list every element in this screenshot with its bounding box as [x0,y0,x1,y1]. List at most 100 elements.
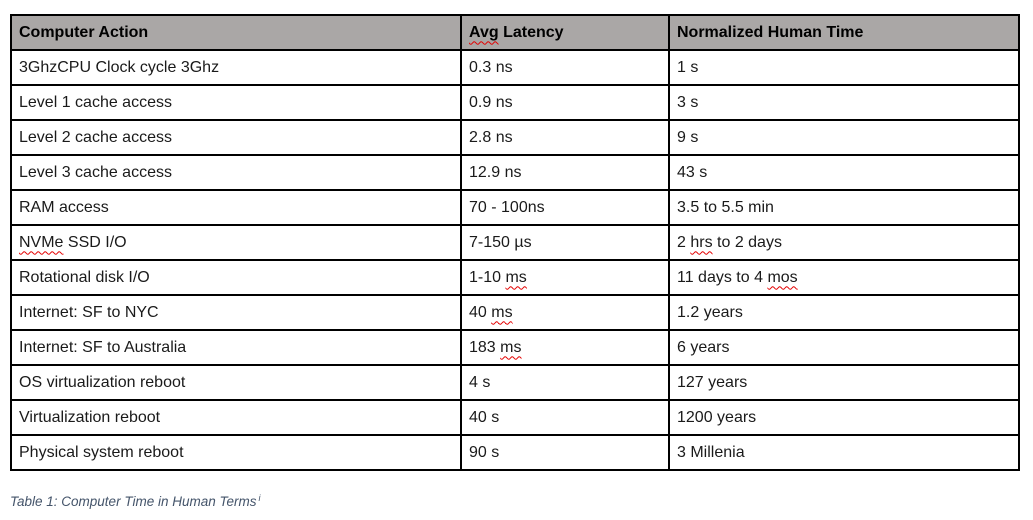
cell-text: 43 s [677,163,708,181]
cell-text: 2 [677,233,691,251]
table-body: 3GhzCPU Clock cycle 3Ghz 0.3 ns 1 s Level 1… [10,49,1020,471]
table-cell: 1.2 years [668,294,1020,331]
misspelled-word: mos [767,268,798,286]
cell-text: 3 s [677,93,699,111]
cell-text: 4 s [469,373,491,391]
table-cell: 2.8 ns [460,119,670,156]
table-cell: 1 s [668,49,1020,86]
table-cell: 90 s [460,434,670,471]
table-cell: 1-10 ms [460,259,670,296]
table-cell: 11 days to 4 mos [668,259,1020,296]
table-cell: Rotational disk I/O [10,259,462,296]
table-row: 3GhzCPU Clock cycle 3Ghz 0.3 ns 1 s [10,49,1020,86]
table-cell: OS virtualization reboot [10,364,462,401]
cell-text: Level 1 cache access [19,93,172,111]
table-cell: 3.5 to 5.5 min [668,189,1020,226]
table-row: Physical system reboot 90 s 3 Millenia [10,434,1020,471]
cell-text: 1.2 years [677,303,743,321]
table-cell: 6 years [668,329,1020,366]
table-cell: Level 3 cache access [10,154,462,191]
cell-text: Internet: SF to NYC [19,303,159,321]
table-cell: 3GhzCPU Clock cycle 3Ghz [10,49,462,86]
table-row: Internet: SF to NYC 40 ms 1.2 years [10,294,1020,331]
cell-text: to 2 days [712,233,782,251]
table-row: Internet: SF to Australia 183 ms 6 years [10,329,1020,366]
caption-endnote-ref: i [258,492,261,503]
table-row: NVMe SSD I/O 7-150 µs 2 hrs to 2 days [10,224,1020,261]
misspelled-word: ms [505,268,527,286]
table-cell: NVMe SSD I/O [10,224,462,261]
cell-text: Virtualization reboot [19,408,161,426]
table-cell: 12.9 ns [460,154,670,191]
cell-text: 6 years [677,338,730,356]
table-cell: 43 s [668,154,1020,191]
table-row: Level 3 cache access 12.9 ns 43 s [10,154,1020,191]
column-header: Computer Action [10,14,462,51]
table-cell: Internet: SF to Australia [10,329,462,366]
table-cell: Internet: SF to NYC [10,294,462,331]
misspelled-word: hrs [690,233,713,251]
table-row: Virtualization reboot 40 s 1200 years [10,399,1020,436]
cell-text: 40 s [469,408,500,426]
table-row: Level 2 cache access 2.8 ns 9 s [10,119,1020,156]
misspelled-word: ms [491,303,513,321]
cell-text: 0.3 ns [469,58,513,76]
table-cell: 0.3 ns [460,49,670,86]
table-cell: 9 s [668,119,1020,156]
table-cell: 7-150 µs [460,224,670,261]
cell-text: Physical system reboot [19,443,184,461]
table-cell: RAM access [10,189,462,226]
cell-text: 0.9 ns [469,93,513,111]
table-cell: Physical system reboot [10,434,462,471]
cell-text: 70 - 100ns [469,198,545,216]
cell-text: Normalized Human Time [677,23,864,41]
table-cell: Virtualization reboot [10,399,462,436]
misspelled-word: ms [500,338,522,356]
cell-text: 3 Millenia [677,443,745,461]
table-cell: Level 1 cache access [10,84,462,121]
cell-text: Rotational disk I/O [19,268,150,286]
misspelled-word: Avg [469,23,499,41]
cell-text: Latency [498,23,564,41]
cell-text: 9 s [677,128,699,146]
cell-text: OS virtualization reboot [19,373,186,391]
table-caption: Table 1: Computer Time in Human Terms i [10,492,261,509]
table-row: OS virtualization reboot 4 s 127 years [10,364,1020,401]
cell-text: 90 s [469,443,500,461]
cell-text: 12.9 ns [469,163,522,181]
table-row: Rotational disk I/O 1-10 ms 11 days to 4 m… [10,259,1020,296]
table-cell: Level 2 cache access [10,119,462,156]
cell-text: 127 years [677,373,748,391]
cell-text: Internet: SF to Australia [19,338,187,356]
cell-text: 3.5 to 5.5 min [677,198,774,216]
table-cell: 40 s [460,399,670,436]
cell-text: Computer Action [19,23,149,41]
misspelled-word: NVMe [19,233,64,251]
cell-text: 183 [469,338,501,356]
table-row: RAM access 70 - 100ns 3.5 to 5.5 min [10,189,1020,226]
cell-text: 1 s [677,58,699,76]
cell-text: Level 2 cache access [19,128,172,146]
table-cell: 3 Millenia [668,434,1020,471]
cell-text: 11 days to 4 [677,268,768,286]
cell-text: Level 3 cache access [19,163,172,181]
table-cell: 183 ms [460,329,670,366]
table-cell: 70 - 100ns [460,189,670,226]
cell-text: 3GhzCPU Clock cycle 3Ghz [19,58,220,76]
caption-text: Table 1: Computer Time in Human Terms [10,494,257,509]
table-cell: 40 ms [460,294,670,331]
table-cell: 127 years [668,364,1020,401]
cell-text: 1-10 [469,268,506,286]
latency-table: Computer Action Avg Latency Normalized Hum… [10,14,1020,471]
cell-text: 7-150 µs [469,233,532,251]
cell-text: 2.8 ns [469,128,513,146]
table-cell: 0.9 ns [460,84,670,121]
table-cell: 3 s [668,84,1020,121]
table-header-row: Computer Action Avg Latency Normalized Hum… [10,14,1020,51]
table-cell: 2 hrs to 2 days [668,224,1020,261]
table-row: Level 1 cache access 0.9 ns 3 s [10,84,1020,121]
table-cell: 1200 years [668,399,1020,436]
cell-text: RAM access [19,198,109,216]
column-header: Normalized Human Time [668,14,1020,51]
